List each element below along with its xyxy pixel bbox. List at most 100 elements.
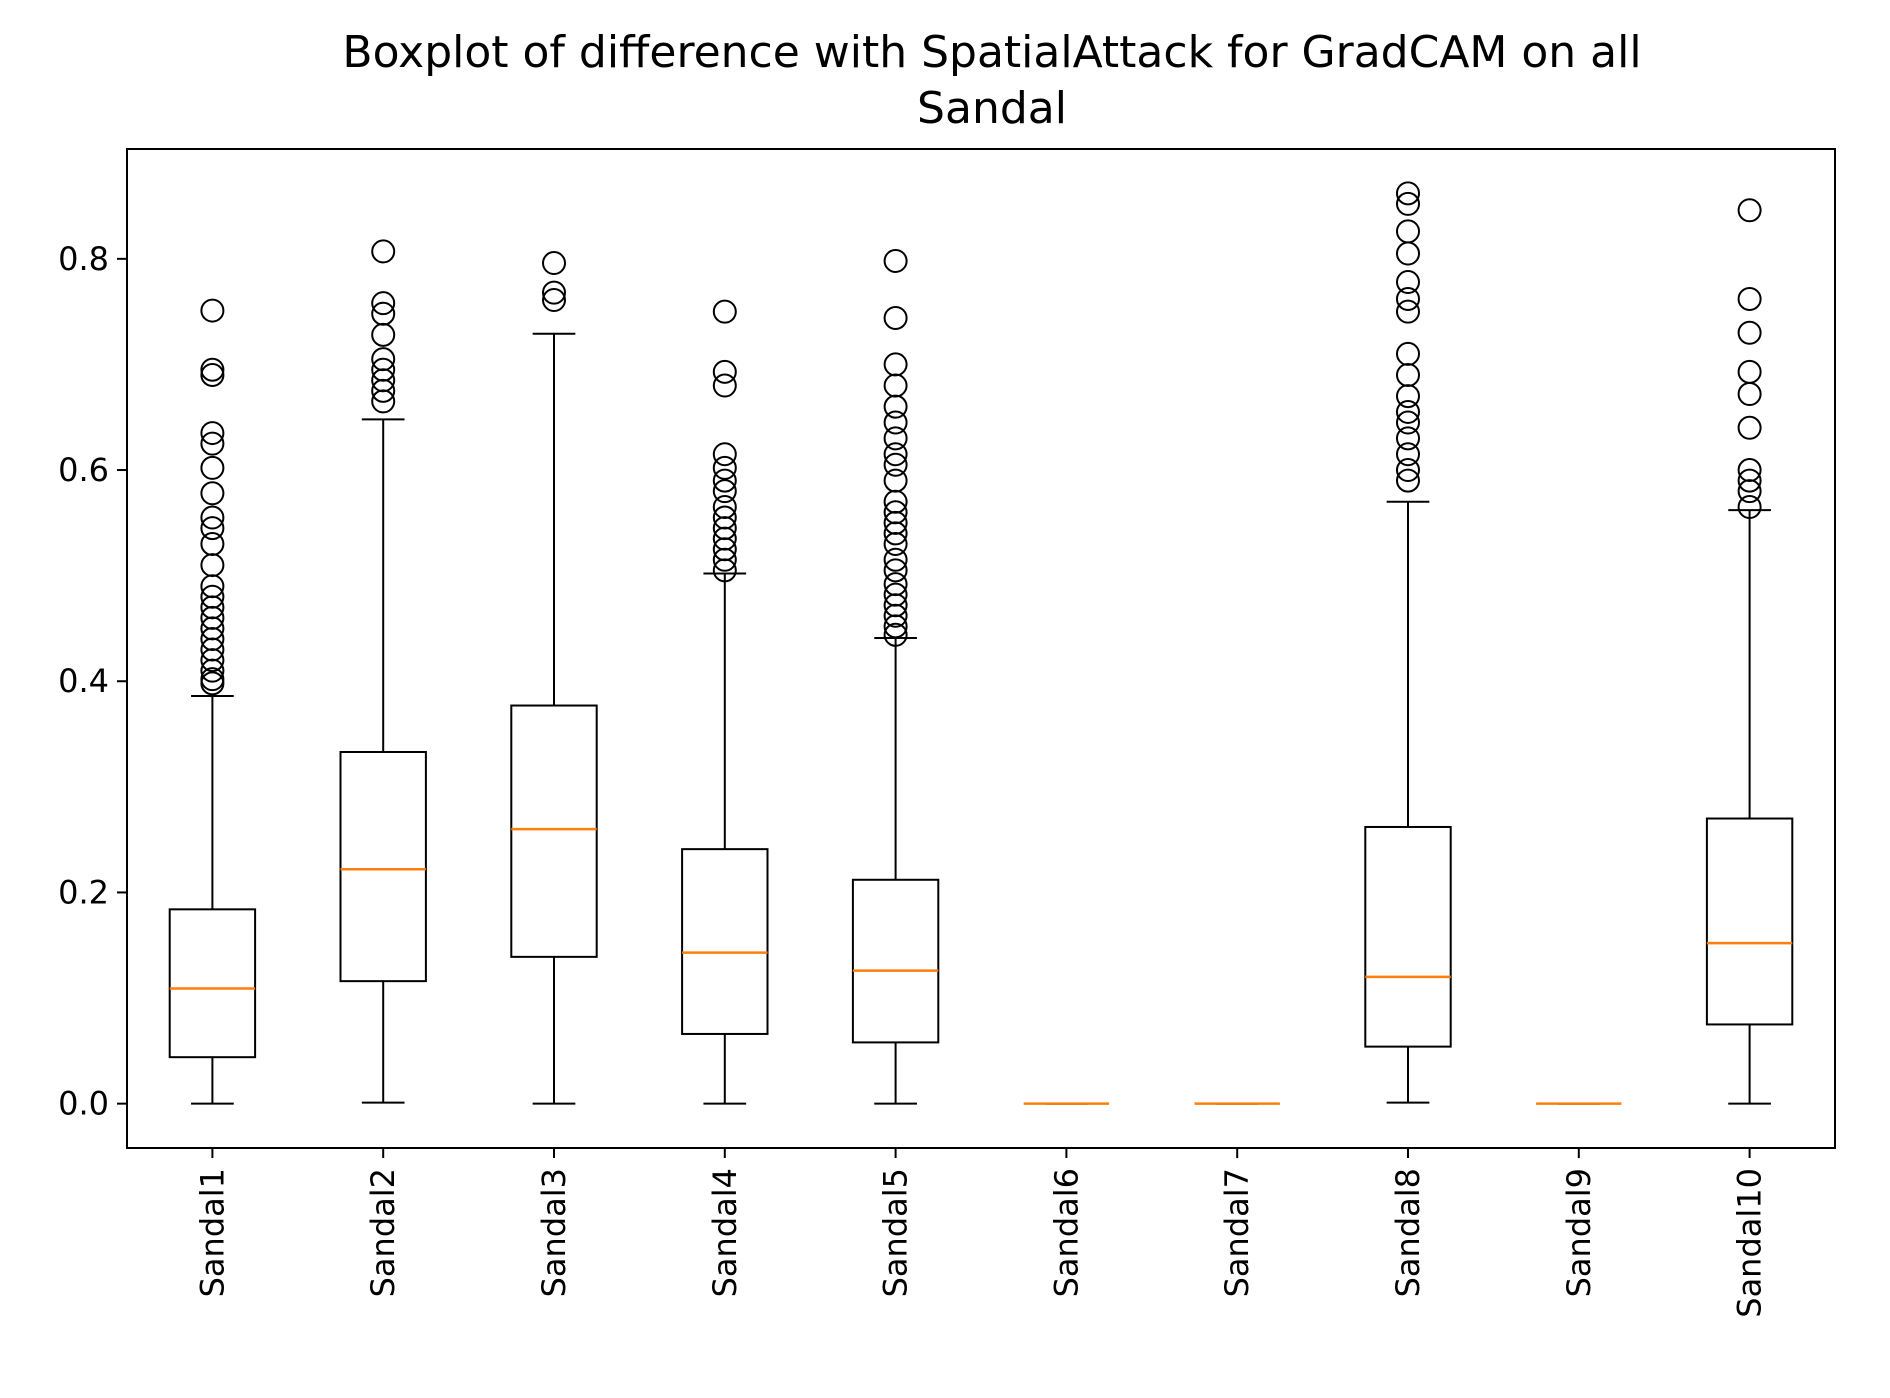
outlier-point <box>542 280 566 305</box>
boxes-layer <box>168 181 1794 1105</box>
outlier-point <box>1737 198 1762 223</box>
outlier-point <box>883 442 908 467</box>
outlier-point <box>1396 299 1420 324</box>
outlier-point <box>883 547 908 572</box>
outlier-point <box>883 394 908 419</box>
outlier-point <box>1396 270 1420 295</box>
x-tick-label: Sandal1 <box>193 1168 231 1297</box>
outlier-point <box>200 667 225 692</box>
chart-title-line-2: Sandal <box>917 83 1067 134</box>
iqr-box <box>1364 825 1452 1048</box>
outlier-point <box>1737 415 1762 440</box>
outlier-point <box>371 239 396 264</box>
iqr-box <box>339 750 427 983</box>
outlier-point <box>883 622 908 647</box>
outlier-point <box>1396 219 1420 244</box>
iqr-box <box>851 878 940 1044</box>
outlier-point <box>1737 468 1762 493</box>
outlier-point <box>883 373 908 398</box>
outlier-point <box>1396 468 1420 493</box>
iqr-box <box>681 848 769 1035</box>
outlier-point <box>883 410 908 435</box>
x-tick-label: Sandal5 <box>877 1168 915 1297</box>
outlier-point <box>1396 191 1420 216</box>
outlier-point <box>712 455 737 480</box>
outlier-point <box>1396 341 1420 366</box>
outlier-point <box>200 298 225 323</box>
outlier-point <box>883 558 908 583</box>
outlier-point <box>1737 286 1762 311</box>
box-group-sandal8 <box>1364 181 1452 1104</box>
box-group-sandal10 <box>1705 198 1794 1105</box>
outlier-point <box>1396 181 1420 206</box>
outlier-point <box>1737 359 1762 384</box>
outlier-point <box>712 479 737 504</box>
x-tick-label: Sandal6 <box>1047 1168 1085 1297</box>
outlier-point <box>200 553 225 578</box>
outlier-point <box>1396 399 1420 424</box>
y-tick-label: 0.0 <box>58 1085 109 1123</box>
outlier-point <box>1737 320 1762 345</box>
outlier-point <box>883 500 908 525</box>
x-tick-label: Sandal7 <box>1218 1168 1256 1297</box>
outlier-point <box>200 584 225 609</box>
outlier-point <box>200 362 225 387</box>
outlier-point <box>1396 442 1420 467</box>
outlier-point <box>712 359 737 384</box>
x-tick-label: Sandal4 <box>706 1168 744 1297</box>
box-group-sandal4 <box>681 299 769 1105</box>
outlier-point <box>1396 410 1420 435</box>
outlier-point <box>371 357 396 382</box>
y-tick-label: 0.8 <box>58 240 109 278</box>
box-group-sandal2 <box>339 239 427 1104</box>
outlier-point <box>883 248 908 273</box>
outlier-point <box>200 357 225 382</box>
x-axis: Sandal1 Sandal2 Sandal3 Sandal4 Sandal5 Sanda… <box>193 1148 1769 1318</box>
outlier-point <box>200 455 225 480</box>
box-group-sandal3 <box>510 251 598 1105</box>
outlier-point <box>1737 381 1762 406</box>
outlier-point <box>371 347 396 372</box>
outlier-point <box>883 352 908 377</box>
iqr-box <box>510 704 598 958</box>
x-tick-label: Sandal3 <box>535 1168 573 1297</box>
iqr-box <box>1705 817 1794 1026</box>
outlier-point <box>1396 458 1420 483</box>
outlier-point <box>1737 494 1762 519</box>
outlier-point <box>1396 286 1420 311</box>
outlier-point <box>542 288 566 313</box>
outlier-point <box>1396 384 1420 409</box>
chart-title-line-1: Boxplot of difference with SpatialAttack… <box>342 27 1641 78</box>
outlier-point <box>883 452 908 477</box>
outlier-point <box>883 305 908 330</box>
outlier-point <box>200 505 225 530</box>
outlier-point <box>1396 362 1420 387</box>
x-tick-label: Sandal9 <box>1560 1168 1598 1297</box>
outlier-point <box>712 505 737 530</box>
box-group-sandal5 <box>851 248 940 1105</box>
outlier-point <box>200 481 225 506</box>
outlier-point <box>712 299 737 324</box>
outlier-point <box>1396 426 1420 451</box>
y-axis: 0.0 0.2 0.4 0.6 0.8 <box>58 240 127 1123</box>
outlier-point <box>200 421 225 446</box>
x-tick-label: Sandal8 <box>1389 1168 1427 1297</box>
outlier-point <box>200 516 225 541</box>
outlier-point <box>712 468 737 493</box>
outlier-point <box>712 494 737 519</box>
box-group-sandal1 <box>168 298 257 1105</box>
outlier-point <box>712 373 737 398</box>
iqr-box <box>168 908 257 1059</box>
y-tick-label: 0.2 <box>58 873 109 911</box>
y-tick-label: 0.4 <box>58 662 109 700</box>
x-tick-label: Sandal10 <box>1731 1168 1769 1318</box>
outlier-point <box>371 301 396 326</box>
y-tick-label: 0.6 <box>58 451 109 489</box>
outlier-point <box>883 468 908 493</box>
outlier-point <box>1737 458 1762 483</box>
outlier-point <box>542 251 566 276</box>
outlier-point <box>371 322 396 347</box>
outlier-point <box>883 572 908 597</box>
